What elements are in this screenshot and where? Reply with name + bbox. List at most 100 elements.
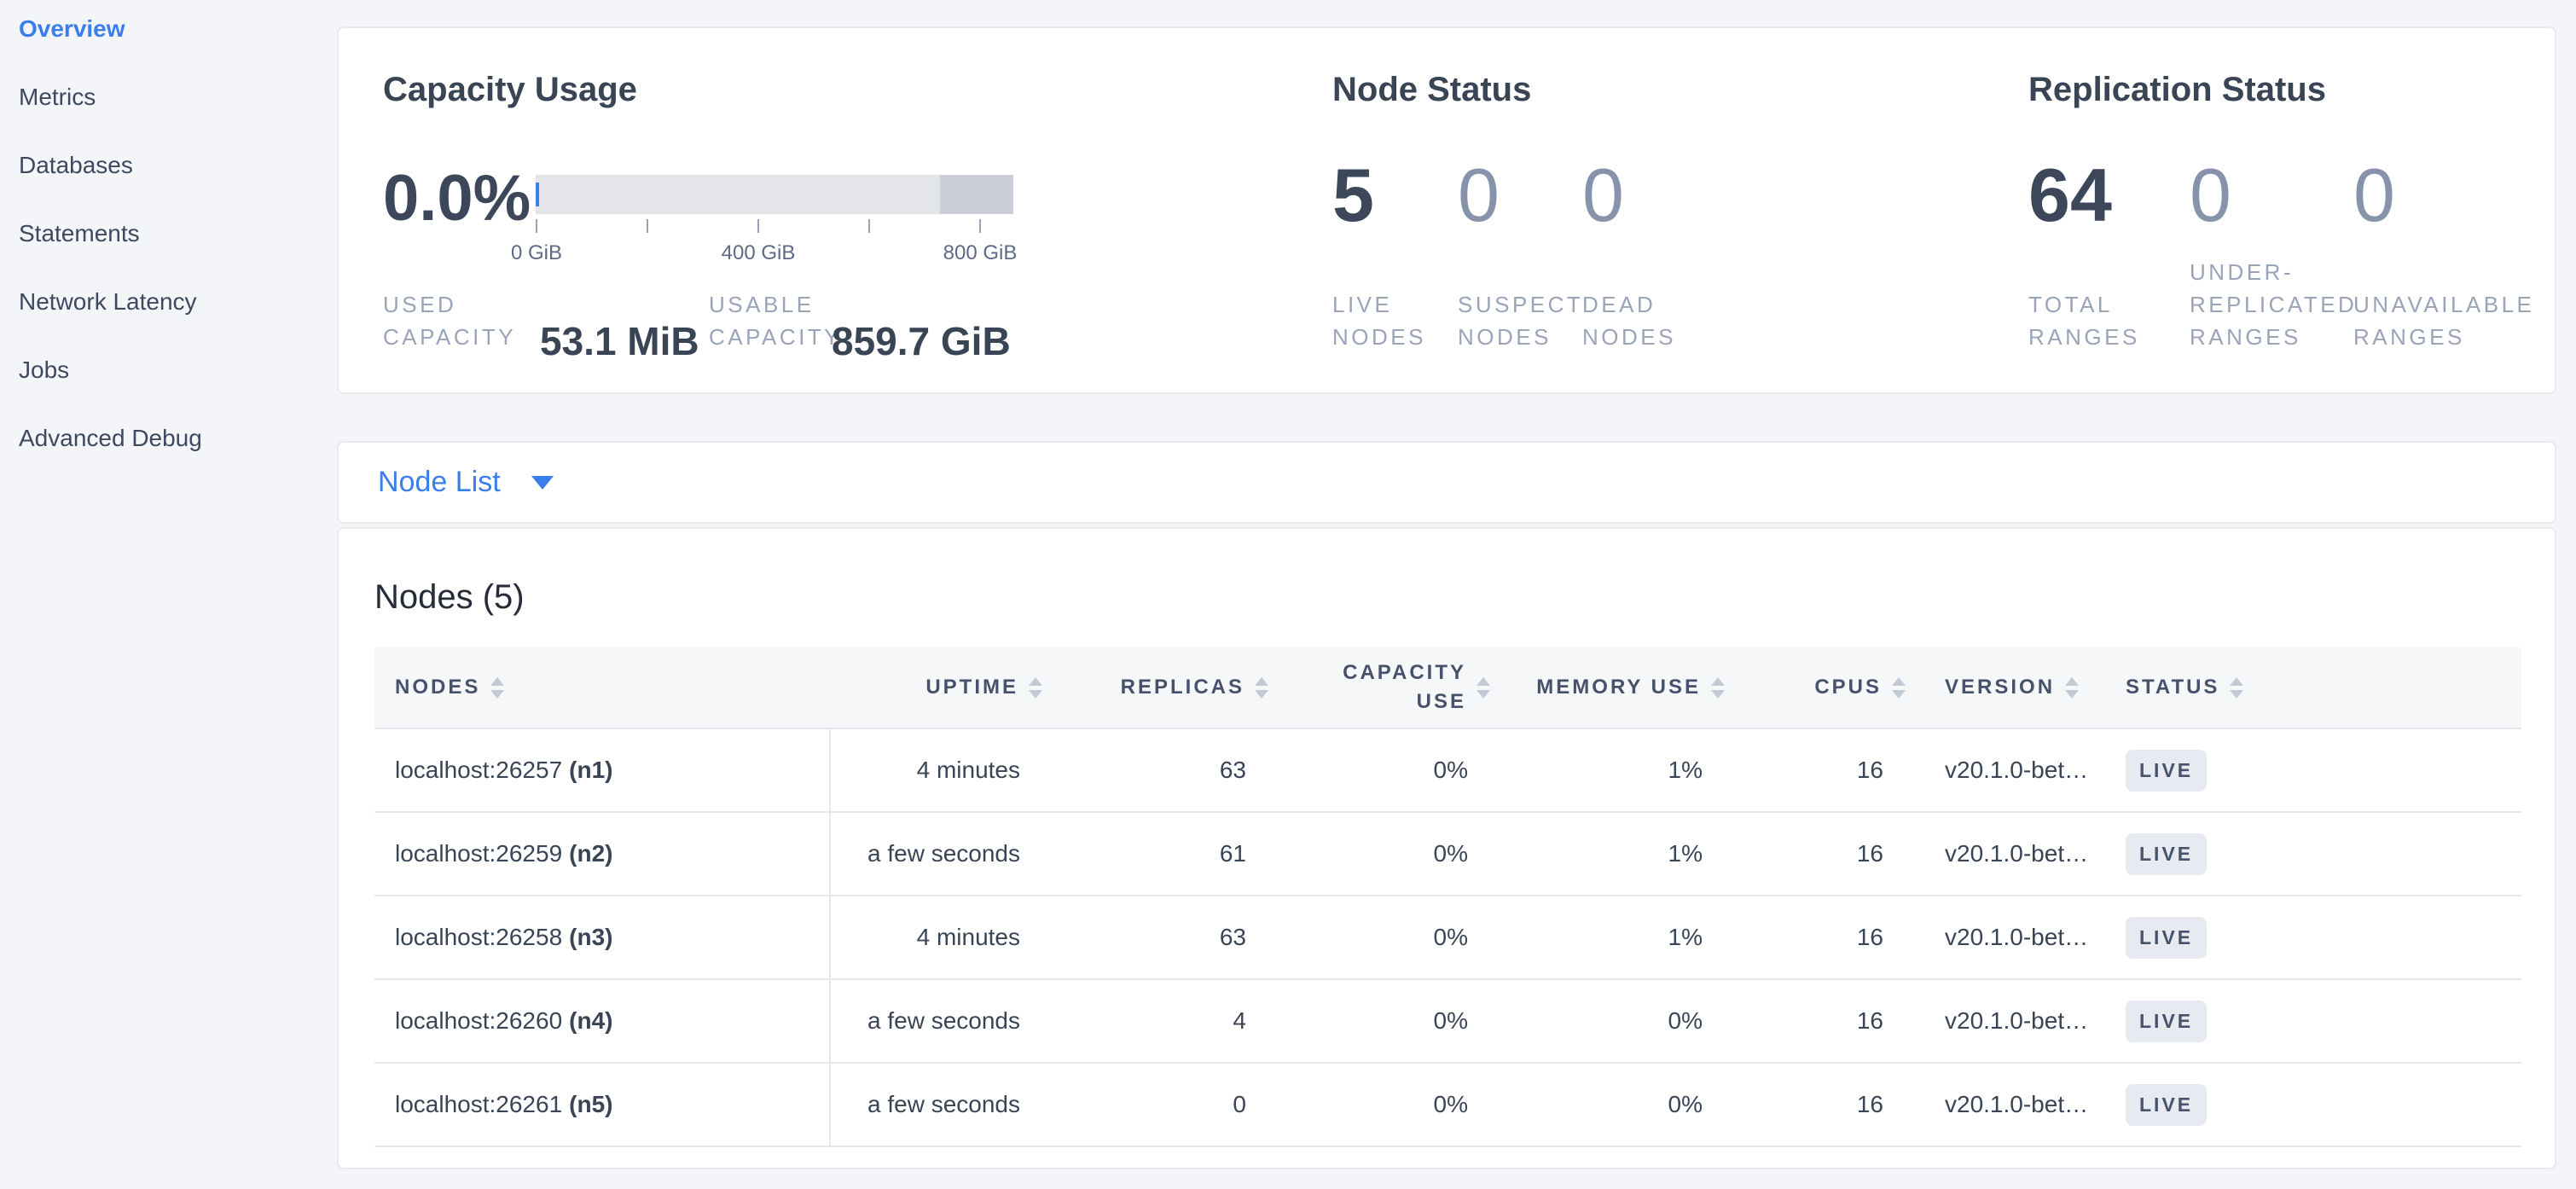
status-badge: LIVE <box>2126 749 2208 792</box>
unavailable-ranges-count: 0 <box>2353 153 2395 237</box>
sidebar-item-databases[interactable]: Databases <box>19 152 133 178</box>
column-label: STATUS <box>2126 676 2220 699</box>
capacity-bar <box>536 175 1013 214</box>
column-label: REPLICAS <box>1120 676 1244 699</box>
column-header-cpus[interactable]: CPUS <box>1725 647 1906 729</box>
node-id: (n3) <box>569 924 613 950</box>
view-selector-bar: Node List <box>337 441 2556 524</box>
cell-node: localhost:26257 (n1) <box>374 728 830 813</box>
table-row[interactable]: localhost:26257 (n1) 4 minutes 63 0% 1% 16 v20.… <box>374 728 2521 813</box>
dead-nodes-label: DEAD NODES <box>1582 292 1676 350</box>
capacity-bar-reserved-segment <box>940 175 1013 214</box>
cell-uptime: a few seconds <box>829 812 1042 896</box>
cell-status: LIVE <box>2102 728 2521 813</box>
unavailable-ranges-label: UNAVAILABLE RANGES <box>2353 292 2535 350</box>
dead-nodes-count: 0 <box>1582 153 1624 237</box>
cell-capacity_use: 0% <box>1268 812 1490 896</box>
node-address-link[interactable]: localhost:26258 <box>395 924 563 950</box>
node-id: (n4) <box>569 1007 613 1034</box>
cell-memory_use: 1% <box>1490 812 1725 896</box>
cell-version: v20.1.0-bet… <box>1906 1063 2102 1147</box>
cell-memory_use: 0% <box>1490 1063 1725 1147</box>
capacity-usage-title: Capacity Usage <box>383 71 637 108</box>
sidebar-item-network-latency[interactable]: Network Latency <box>19 288 197 315</box>
total-ranges-count: 64 <box>2028 153 2112 237</box>
cell-replicas: 63 <box>1042 896 1268 980</box>
cell-memory_use: 1% <box>1490 896 1725 980</box>
under-replicated-ranges-count: 0 <box>2190 153 2231 237</box>
cell-memory_use: 0% <box>1490 979 1725 1064</box>
cell-capacity_use: 0% <box>1268 1063 1490 1147</box>
sort-icon <box>2065 676 2080 699</box>
sort-icon <box>1029 676 1042 699</box>
table-row[interactable]: localhost:26260 (n4) a few seconds 4 0% 0% 16 v… <box>374 979 2521 1064</box>
column-label: CPUS <box>1814 676 1882 699</box>
sidebar-item-overview[interactable]: Overview <box>19 15 125 42</box>
column-header-version[interactable]: VERSION <box>1906 647 2102 729</box>
column-label: VERSION <box>1945 676 2056 699</box>
column-header-replicas[interactable]: REPLICAS <box>1042 647 1268 729</box>
usable-capacity-label: USABLE CAPACITY <box>709 292 843 350</box>
axis-label: 400 GiB <box>721 241 796 264</box>
cell-cpus: 16 <box>1725 728 1906 813</box>
sidebar: Overview Metrics Databases Statements Networ… <box>0 0 337 1189</box>
nodes-table-card: Nodes (5) NODES UPTIME REPLICAS CAPACITY US… <box>337 527 2556 1169</box>
cell-cpus: 16 <box>1725 896 1906 980</box>
cell-memory_use: 1% <box>1490 728 1725 813</box>
column-header-uptime[interactable]: UPTIME <box>830 647 1042 729</box>
cell-uptime: a few seconds <box>829 1063 1042 1147</box>
sidebar-item-statements[interactable]: Statements <box>19 220 140 246</box>
cell-uptime: 4 minutes <box>829 896 1042 980</box>
cell-replicas: 4 <box>1042 979 1268 1064</box>
cell-status: LIVE <box>2102 979 2521 1064</box>
status-badge: LIVE <box>2126 832 2208 875</box>
nodes-table: NODES UPTIME REPLICAS CAPACITY USE MEMORY US… <box>374 647 2521 1147</box>
nodes-heading: Nodes (5) <box>374 578 525 616</box>
table-header-row: NODES UPTIME REPLICAS CAPACITY USE MEMORY US… <box>374 647 2521 729</box>
replication-status-title: Replication Status <box>2028 71 2326 108</box>
axis-label: 800 GiB <box>943 241 1018 264</box>
cell-replicas: 0 <box>1042 1063 1268 1147</box>
axis-tick <box>647 219 648 233</box>
node-address-link[interactable]: localhost:26260 <box>395 1007 563 1034</box>
cell-status: LIVE <box>2102 812 2521 896</box>
column-header-status[interactable]: STATUS <box>2102 647 2521 729</box>
node-status-title: Node Status <box>1332 71 1532 108</box>
capacity-bar-used-marker <box>536 183 539 206</box>
cell-cpus: 16 <box>1725 1063 1906 1147</box>
cell-node: localhost:26259 (n2) <box>374 812 830 896</box>
sidebar-item-advanced-debug[interactable]: Advanced Debug <box>19 425 202 451</box>
node-address-link[interactable]: localhost:26259 <box>395 840 563 867</box>
table-row[interactable]: localhost:26258 (n3) 4 minutes 63 0% 1% 16 v20.… <box>374 896 2521 980</box>
sidebar-item-jobs[interactable]: Jobs <box>19 357 70 383</box>
sidebar-item-metrics[interactable]: Metrics <box>19 84 96 110</box>
column-header-nodes[interactable]: NODES <box>374 647 830 729</box>
table-row[interactable]: localhost:26261 (n5) a few seconds 0 0% 0% 16 v… <box>374 1063 2521 1147</box>
column-label: CAPACITY USE <box>1343 661 1466 713</box>
cell-capacity_use: 0% <box>1268 896 1490 980</box>
node-address-link[interactable]: localhost:26257 <box>395 757 563 783</box>
under-replicated-ranges-label: UNDER- REPLICATED RANGES <box>2190 259 2358 350</box>
node-list-dropdown[interactable]: Node List <box>378 466 554 499</box>
cell-capacity_use: 0% <box>1268 979 1490 1064</box>
capacity-used-percent: 0.0% <box>383 162 531 235</box>
cell-uptime: 4 minutes <box>829 728 1042 813</box>
column-header-memory_use[interactable]: MEMORY USE <box>1490 647 1725 729</box>
node-address-link[interactable]: localhost:26261 <box>395 1091 563 1117</box>
main-content: Capacity Usage 0.0% 0 GiB 400 GiB 800 Gi… <box>337 0 2556 1169</box>
cell-version: v20.1.0-bet… <box>1906 896 2102 980</box>
cluster-summary-card: Capacity Usage 0.0% 0 GiB 400 GiB 800 Gi… <box>337 26 2556 394</box>
cell-node: localhost:26258 (n3) <box>374 896 830 980</box>
column-label: MEMORY USE <box>1536 676 1701 699</box>
sort-icon <box>1892 676 1906 699</box>
status-badge: LIVE <box>2126 916 2208 959</box>
live-nodes-label: LIVE NODES <box>1332 292 1426 350</box>
sort-icon <box>2230 676 2244 699</box>
column-header-capacity_use[interactable]: CAPACITY USE <box>1268 647 1490 729</box>
table-row[interactable]: localhost:26259 (n2) a few seconds 61 0% 1% 16… <box>374 812 2521 896</box>
cell-node: localhost:26261 (n5) <box>374 1063 830 1147</box>
cell-cpus: 16 <box>1725 979 1906 1064</box>
axis-tick <box>536 219 537 233</box>
chevron-down-icon <box>531 475 554 490</box>
cell-node: localhost:26260 (n4) <box>374 979 830 1064</box>
